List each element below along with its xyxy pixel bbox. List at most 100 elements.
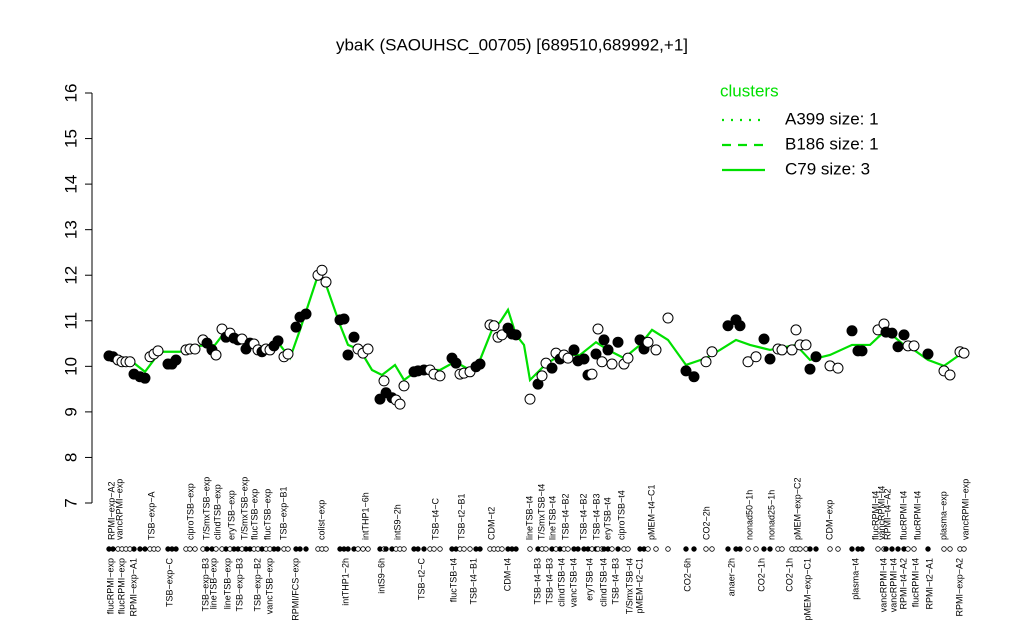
sample-label: plasma−t4: [850, 558, 860, 600]
sample-rug: [204, 546, 210, 552]
sample-label: TSB−exp−B1: [278, 486, 288, 540]
data-point: [898, 329, 910, 341]
sample-rug: [297, 546, 303, 552]
sample-label: clindTSB−t4: [598, 558, 608, 607]
sample-rug: [137, 546, 143, 552]
sample-label: vancRPMI−t4: [876, 486, 886, 540]
sample-rug: [401, 546, 407, 552]
sample-rug: [835, 546, 841, 552]
sample-label: flucRPMI−t4: [910, 558, 920, 607]
sample-rug: [797, 546, 803, 552]
sample-rug: [827, 546, 833, 552]
sample-rug: [360, 546, 366, 552]
sample-rug: [365, 546, 371, 552]
sample-rug: [703, 546, 709, 552]
sample-rug: [859, 546, 865, 552]
data-point: [562, 352, 574, 364]
data-point: [650, 344, 662, 356]
sample-label: pMEM−t4−C1: [646, 484, 656, 540]
sample-label: TSB−exp−B2: [252, 558, 262, 612]
sample-rug: [709, 546, 715, 552]
sample-label: flucRPMI−exp: [116, 558, 126, 614]
sample-rug: [625, 546, 631, 552]
sample-rug: [645, 546, 651, 552]
sample-rug: [911, 546, 917, 552]
sample-label: CDM−t4: [502, 558, 512, 591]
data-point: [734, 320, 746, 332]
sample-label: flucRPMI−t4: [912, 491, 922, 540]
data-point: [680, 365, 692, 377]
y-tick-label: 14: [61, 175, 80, 194]
sample-label: intTHP1−2h: [340, 558, 350, 606]
sample-rug: [565, 546, 571, 552]
data-point: [342, 349, 354, 361]
sample-label: vancTSB−exp: [264, 558, 274, 614]
sample-rug: [875, 546, 881, 552]
sample-label: RPMI/FCS−exp: [290, 558, 300, 621]
legend-label: A399 size: 1: [785, 109, 879, 128]
sample-rug: [213, 546, 219, 552]
sample-label: T/SmxTSB−t4: [536, 484, 546, 540]
data-point: [742, 356, 754, 368]
sample-label: flucTSB−t4: [448, 558, 458, 602]
sample-label: clindTSB−exp: [212, 484, 222, 540]
sample-rug: [461, 546, 467, 552]
sample-label: T/SmxTSB−exp: [239, 477, 249, 540]
sample-label: RPMI−exp−A2: [954, 558, 964, 617]
sample-rug: [895, 546, 901, 552]
sample-rug: [767, 546, 773, 552]
sample-label: CO2−1h: [756, 558, 766, 592]
sample-label: TSB−t4−B3: [544, 558, 554, 605]
sample-label: TSB−t4−B3: [610, 558, 620, 605]
data-point: [602, 344, 614, 356]
sample-rug: [383, 546, 389, 552]
sample-label: vancRPMI−t4: [878, 558, 888, 612]
sample-label: vancTSB−t4: [568, 558, 578, 607]
data-point: [886, 327, 898, 339]
sample-rug: [779, 546, 785, 552]
sample-label: flucRPMI−t4: [898, 491, 908, 540]
sample-label: intTHP1−6h: [360, 492, 370, 540]
sample-rug: [947, 546, 953, 552]
data-point: [124, 356, 136, 368]
legend-label: C79 size: 3: [785, 159, 870, 178]
data-point: [474, 358, 486, 370]
sample-label: TSB−t4−B3: [532, 558, 542, 605]
data-point: [804, 363, 816, 375]
sample-rug: [615, 546, 621, 552]
sample-rug: [737, 546, 743, 552]
data-point: [362, 343, 374, 355]
sample-label: CO2−6h: [682, 558, 692, 592]
sample-label: TSB−t2−C: [416, 558, 426, 601]
sample-label: plasma−exp: [938, 491, 948, 540]
data-point: [300, 308, 312, 320]
sample-label: flucTSB−exp: [249, 489, 259, 540]
sample-rug: [499, 546, 505, 552]
sample-rug: [849, 546, 855, 552]
sample-rug: [807, 546, 813, 552]
data-point: [622, 352, 634, 364]
sample-label: intS9−6h: [376, 558, 386, 594]
sample-rug: [323, 546, 329, 552]
data-point: [524, 393, 536, 405]
sample-label: TSB−t4−B2: [560, 493, 570, 540]
data-point: [488, 320, 500, 332]
sample-rug: [187, 546, 193, 552]
data-point: [578, 353, 590, 365]
y-tick-label: 11: [61, 312, 80, 330]
sample-label: RPMI−t4−A2: [898, 558, 908, 610]
data-point: [546, 362, 558, 374]
sample-label: TSB−exp−C: [164, 558, 174, 608]
sample-rug: [415, 546, 421, 552]
sample-label: flucRPMI−t4: [870, 491, 880, 540]
sample-label: TSB−t2−B1: [456, 493, 466, 540]
sample-rug: [527, 546, 533, 552]
sample-rug: [575, 546, 581, 552]
data-point: [170, 354, 182, 366]
data-point: [282, 348, 294, 360]
data-point: [450, 357, 462, 369]
y-tick-label: 16: [61, 84, 80, 103]
sample-label: T/SmxTSB−exp: [201, 477, 211, 540]
sample-label: anaer−2h: [726, 558, 736, 596]
